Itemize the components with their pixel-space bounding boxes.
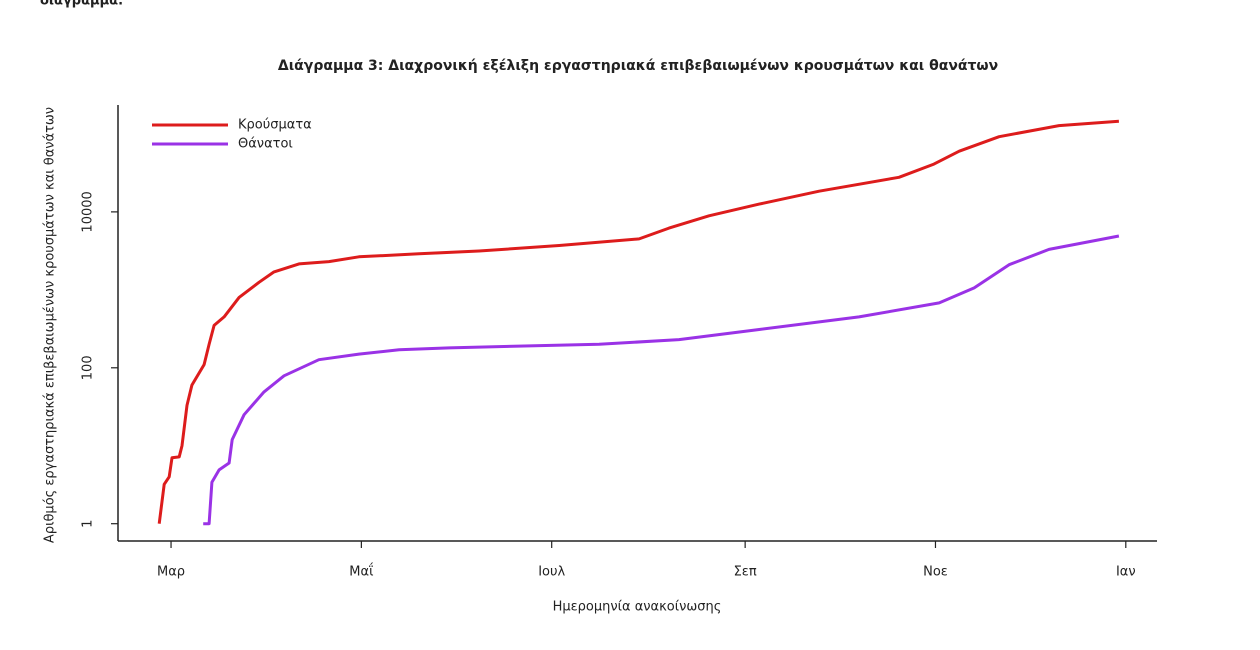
series-line (203, 234, 1120, 526)
legend-label: Κρούσματα (238, 118, 312, 133)
x-tick-label: Μαΐ (349, 564, 374, 580)
chart-title: Διάγραμμα 3: Διαχρονική εξέλιξη εργαστηρ… (278, 58, 998, 74)
legend-label: Θάνατοι (238, 137, 293, 152)
x-tick-label: Μαρ (157, 565, 185, 580)
x-axis-label: Ημερομηνία ανακοίνωσης (553, 600, 722, 615)
x-tick-label: Ιαν (1116, 565, 1136, 580)
x-tick-label: Νοε (923, 565, 948, 580)
y-axis-label: Αριθμός εργαστηριακά επιβεβαιωμένων κρου… (43, 107, 58, 543)
y-tick-label: 100 (81, 355, 96, 380)
x-tick-label: Ιουλ (538, 565, 565, 580)
y-tick-label: 10000 (81, 191, 96, 232)
y-tick-label: 1 (81, 520, 96, 528)
intro-text: διάγραμμα. (40, 0, 123, 9)
x-tick-label: Σεπ (734, 565, 757, 580)
series-line (157, 119, 1120, 524)
